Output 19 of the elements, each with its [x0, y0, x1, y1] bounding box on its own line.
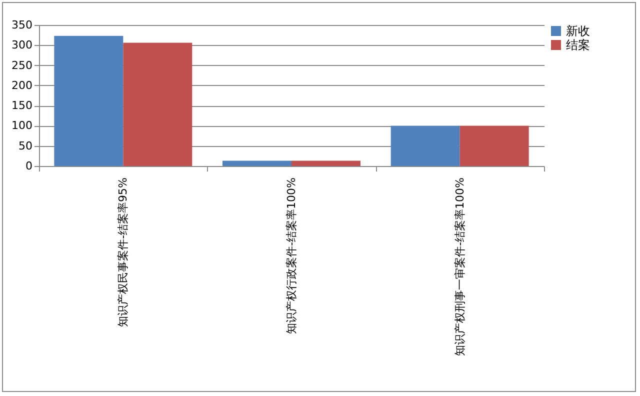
- y-tick-label: 300: [12, 38, 32, 52]
- x-tick-label: 知识产权行政案件-结案率100%: [285, 178, 298, 334]
- y-tick-label: 150: [12, 99, 32, 112]
- legend-label: 结案: [566, 38, 590, 52]
- y-tick-label: 350: [12, 18, 32, 32]
- y-tick-label: 50: [18, 139, 32, 152]
- x-tick-label: 知识产权民事案件-结案率95%: [116, 178, 130, 327]
- y-tick-label: 200: [12, 78, 32, 92]
- bar: [390, 126, 460, 166]
- bar: [54, 36, 124, 166]
- bar: [123, 42, 192, 166]
- legend-label: 新收: [566, 24, 590, 38]
- bar: [460, 126, 529, 166]
- bar: [292, 160, 360, 166]
- x-tick-label: 知识产权刑事一审案件-结案率100%: [453, 178, 466, 356]
- bar: [222, 160, 292, 166]
- y-tick-label: 100: [12, 119, 32, 132]
- y-tick-label: 0: [26, 160, 32, 172]
- y-tick-label: 250: [12, 58, 32, 72]
